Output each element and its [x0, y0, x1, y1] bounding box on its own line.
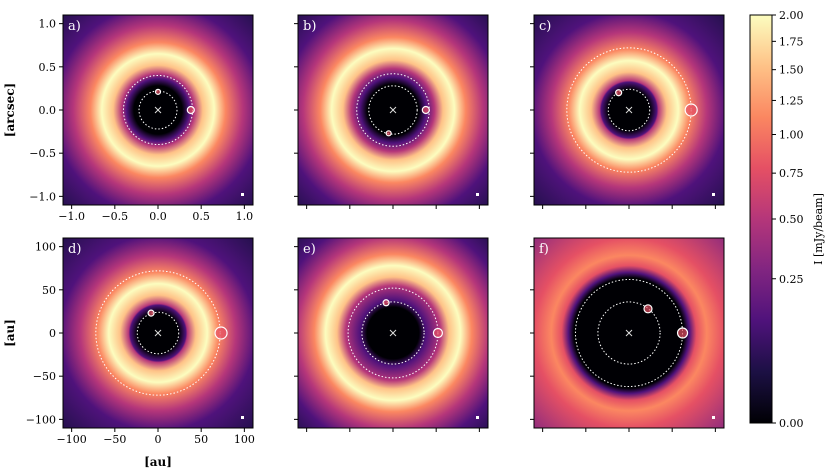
- planet-marker: [676, 327, 689, 339]
- y-tick-label: −0.5: [29, 147, 56, 160]
- x-tick-label: −1.0: [58, 210, 85, 223]
- planet-marker: [643, 304, 653, 314]
- planet-marker: [382, 299, 390, 307]
- planet-marker: [432, 327, 444, 339]
- colorbar: 2.00 1.75 1.50 1.25 1.00 0.75 0.50 0.25 0.00: [749, 9, 804, 430]
- star-marker: [389, 106, 397, 114]
- beam-marker: [241, 416, 244, 419]
- colorbar-tick-label: 1.25: [779, 94, 804, 107]
- colorbar-tick-label: 0.25: [779, 273, 804, 286]
- x-tick-label: −50: [103, 433, 126, 446]
- panel-b: b): [294, 14, 489, 209]
- star-marker: [154, 106, 162, 114]
- planet-marker: [385, 130, 392, 137]
- panel-e: e): [294, 237, 489, 432]
- orbit-circle: [361, 301, 425, 365]
- x-tick-label: 1.0: [236, 210, 254, 223]
- star-marker: [625, 106, 633, 114]
- colorbar-tick-label: 0.75: [779, 167, 804, 180]
- panel-label: f): [539, 242, 549, 257]
- beam-marker: [241, 193, 244, 196]
- panel-label: e): [303, 242, 316, 257]
- y-axis-label-bottom: [au]: [3, 319, 17, 347]
- y-tick-label: −100: [26, 413, 56, 426]
- y-tick-label: 0.0: [39, 104, 57, 117]
- planet-marker: [147, 309, 155, 317]
- y-tick-label: 1.0: [39, 18, 57, 31]
- colorbar-tick-label: 0.00: [779, 417, 804, 430]
- colorbar-tick-label: 1.00: [779, 129, 804, 142]
- star-marker: [154, 329, 162, 337]
- colorbar-label: I [mJy/beam]: [812, 193, 825, 265]
- y-tick-label: 0.5: [39, 61, 57, 74]
- x-tick-label: 0.0: [149, 210, 167, 223]
- planet-marker: [186, 105, 195, 115]
- planet-marker: [421, 105, 430, 115]
- beam-marker: [712, 193, 715, 196]
- orbit-circle: [136, 311, 180, 355]
- colorbar-tick-label: 2.00: [779, 9, 804, 22]
- beam-marker: [476, 416, 479, 419]
- y-tick-label: 100: [35, 241, 56, 254]
- colorbar-tick-label: 0.50: [779, 213, 804, 226]
- panel-label: d): [68, 242, 81, 257]
- panel-label: b): [303, 19, 316, 34]
- beam-marker: [712, 416, 715, 419]
- panel-f: f): [530, 237, 725, 432]
- orbit-circle: [607, 88, 651, 132]
- panel-a: a) −1.0−1.0 −0.5 −0.5 0.0 0.0 0.5 0.5 1.0 1.0: [29, 14, 254, 223]
- planet-marker: [154, 88, 162, 95]
- beam-marker: [476, 193, 479, 196]
- planet-marker: [214, 326, 228, 340]
- x-tick-label: −100: [57, 433, 87, 446]
- y-tick-label: −50: [33, 370, 56, 383]
- colorbar-tick-label: 1.75: [779, 35, 804, 48]
- panel-label: a): [68, 19, 81, 34]
- y-tick-label: 0: [49, 327, 56, 340]
- colorbar-tick-label: 1.50: [779, 64, 804, 77]
- x-tick-label: 0: [155, 433, 162, 446]
- star-marker: [389, 329, 397, 337]
- planet-marker: [615, 89, 623, 97]
- y-axis-label-top: [arcsec]: [3, 83, 17, 137]
- y-tick-label: −1.0: [29, 190, 56, 203]
- x-tick-label: 0.5: [192, 210, 210, 223]
- star-marker: [625, 329, 633, 337]
- x-tick-label: −0.5: [101, 210, 128, 223]
- x-axis-label: [au]: [144, 455, 172, 469]
- panel-label: c): [539, 19, 551, 34]
- panel-c: c): [530, 14, 725, 209]
- x-tick-label: 50: [194, 433, 208, 446]
- orbit-circle: [368, 85, 418, 135]
- planet-marker: [684, 103, 698, 117]
- panel-d: d) −100−100 −50 −50 0 0 50 50 100 100: [26, 237, 255, 446]
- orbit-circle: [597, 301, 661, 365]
- y-tick-label: 50: [42, 284, 56, 297]
- x-tick-label: 100: [234, 433, 255, 446]
